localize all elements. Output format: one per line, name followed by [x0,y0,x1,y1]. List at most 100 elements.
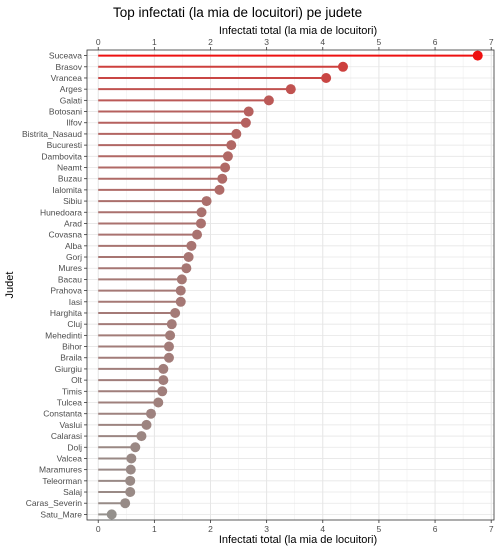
y-tick-label: Buzau [58,174,82,184]
y-tick-label: Valcea [57,453,83,463]
lollipop-dot [220,162,231,173]
y-tick-label: Iasi [69,297,82,307]
y-tick-label: Maramures [39,465,82,475]
x-tick-label-bottom: 3 [264,524,269,534]
y-tick-label: Mures [58,263,82,273]
y-tick-label: Sibiu [63,196,82,206]
lollipop-dot [158,363,169,374]
x-tick-label-top: 1 [152,37,157,47]
lollipop-dot [176,274,187,285]
lollipop-dot [125,487,136,498]
x-tick-label-bottom: 1 [152,524,157,534]
lollipop-dot [163,352,174,363]
lollipop-dot [231,128,242,139]
y-tick-label: Tulcea [57,398,82,408]
y-tick-label: Giurgiu [55,364,83,374]
lollipop-dot [240,117,251,128]
x-tick-label-bottom: 7 [489,524,494,534]
x-tick-label-top: 0 [96,37,101,47]
lollipop-dot [170,307,181,318]
y-tick-label: Olt [71,375,83,385]
lollipop-dot [201,196,212,207]
y-tick-label: Prahova [50,286,82,296]
y-tick-label: Ilfov [66,118,82,128]
y-tick-label: Gorj [66,252,82,262]
lollipop-dot [175,296,186,307]
lollipop-dot [181,263,192,274]
y-tick-label: Teleorman [42,476,82,486]
lollipop-dot [125,475,136,486]
y-tick-label: Ialomita [52,185,82,195]
lollipop-dot [196,207,207,218]
lollipop-dot [125,464,136,475]
x-tick-label-top: 7 [489,37,494,47]
lollipop-dot [263,95,274,106]
y-tick-label: Suceava [49,51,82,61]
y-tick-label: Galati [60,95,82,105]
lollipop-dot [165,330,176,341]
lollipop-dot [175,285,186,296]
y-tick-label: Salaj [63,487,82,497]
lollipop-dot [158,375,169,386]
y-tick-label: Calarasi [51,431,82,441]
x-tick-label-top: 6 [433,37,438,47]
y-tick-label: Bistrita_Nasaud [22,129,82,139]
x-tick-label-top: 3 [264,37,269,47]
lollipop-dot [186,240,197,251]
lollipop-dot [285,84,296,95]
y-tick-label: Vaslui [59,420,82,430]
x-tick-label-bottom: 2 [208,524,213,534]
y-tick-label: Arad [64,218,82,228]
y-tick-label: Bacau [58,274,82,284]
y-tick-label: Braila [60,353,82,363]
lollipop-dot [163,341,174,352]
lollipop-dot [130,442,141,453]
lollipop-dot [153,397,164,408]
x-tick-label-top: 4 [320,37,325,47]
y-tick-label: Dambovita [41,151,82,161]
y-tick-label: Botosani [49,107,82,117]
lollipop-dot [243,106,254,117]
lollipop-dot [217,173,228,184]
axis-ticks: 0 0 1 1 2 2 3 3 4 4 5 5 6 6 7 7 SuceavaBrasovVranceaArge… [22,37,494,534]
y-tick-label: Bihor [62,342,82,352]
y-tick-label: Vrancea [51,73,83,83]
y-tick-label: Brasov [56,62,83,72]
lollipop-dot [226,140,237,151]
lollipop-dot [195,218,206,229]
lollipop-dot [145,408,156,419]
x-tick-label-bottom: 4 [320,524,325,534]
y-tick-label: Hunedoara [40,207,82,217]
lollipop-dot [337,61,348,72]
lollipop-dot [141,419,152,430]
lollipop-dot [183,252,194,263]
y-tick-label: Harghita [50,308,82,318]
x-tick-label-bottom: 5 [377,524,382,534]
y-axis-title: Judet [4,272,16,299]
x-axis-title: Infectati total (la mia de locuitori) [219,534,377,546]
x-tick-label-top: 2 [208,37,213,47]
lollipop-dot [157,386,168,397]
y-tick-label: Dolj [67,442,82,452]
x-tick-label-bottom: 0 [96,524,101,534]
y-tick-label: Timis [62,386,82,396]
lollipop-dot [120,498,131,509]
lollipop-dot [166,319,177,330]
y-tick-label: Mehedinti [45,330,82,340]
y-tick-label: Satu_Mare [40,509,82,519]
y-tick-label: Arges [60,84,82,94]
lollipop-dot [126,453,137,464]
y-tick-label: Neamt [57,163,83,173]
lollipop-dot [106,509,117,520]
y-tick-label: Bucuresti [47,140,83,150]
y-tick-label: Caras_Severin [26,498,82,508]
lollipop-dot [192,229,203,240]
y-tick-label: Constanta [43,409,82,419]
plot-border [86,49,495,521]
x-tick-label-top: 5 [377,37,382,47]
plot-panel [87,50,494,520]
lollipop-dot [472,50,483,61]
lollipop-dot [222,151,233,162]
